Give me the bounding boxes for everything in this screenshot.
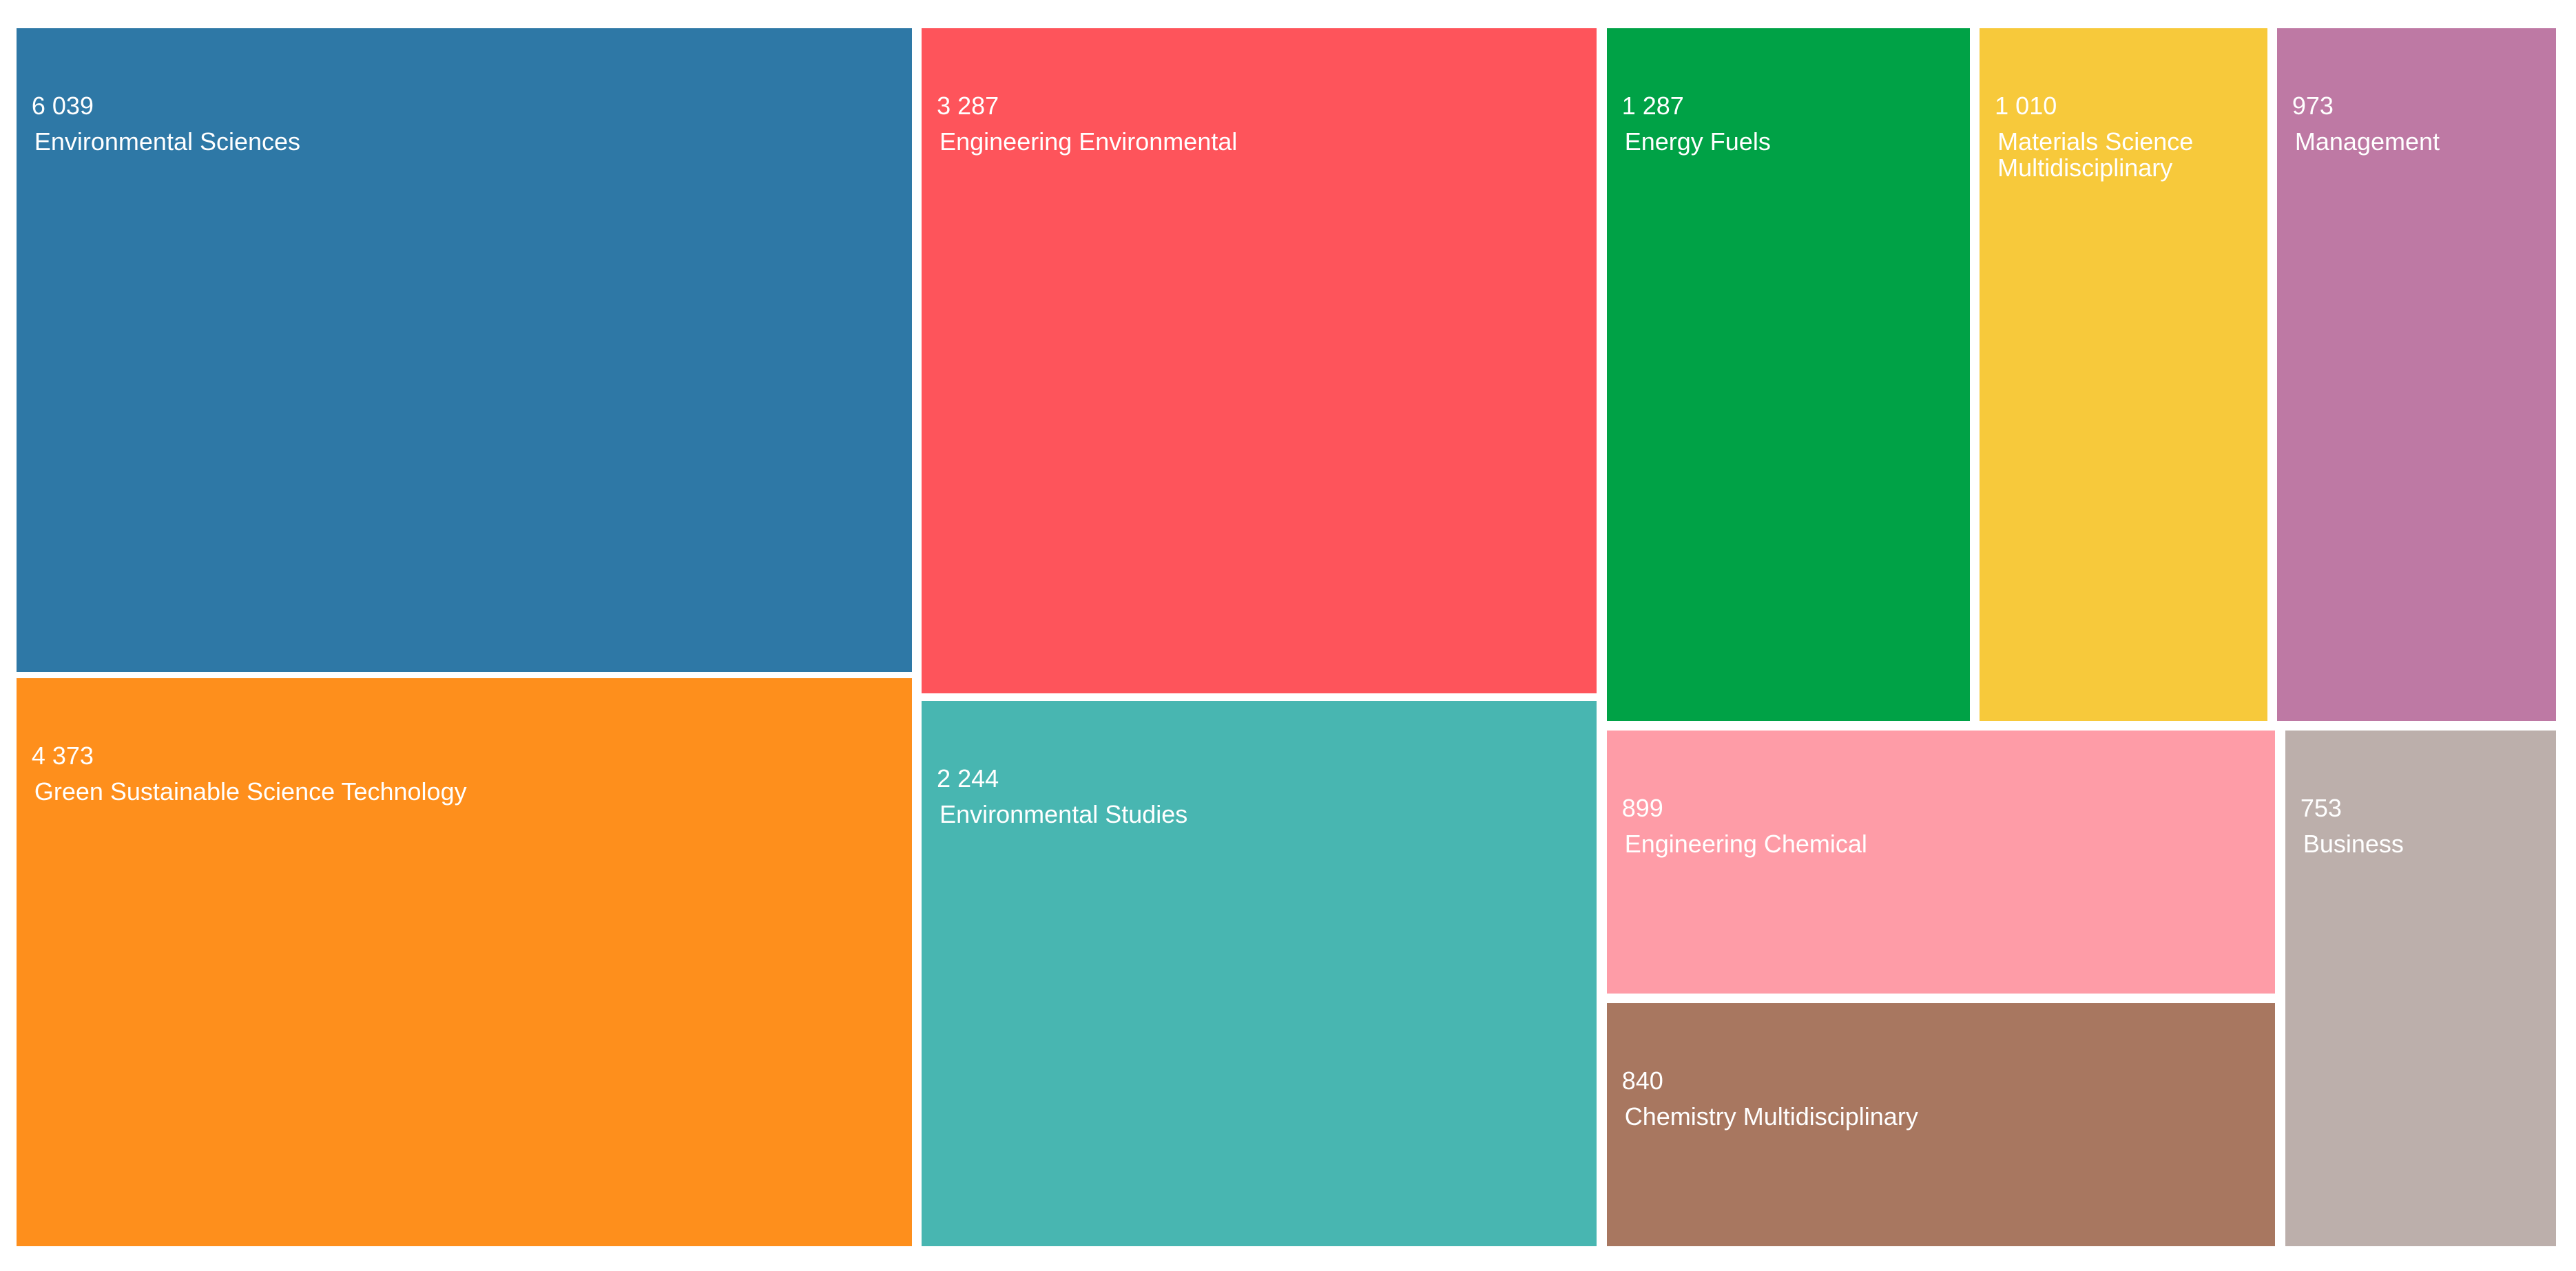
- category-label: Environmental Studies: [939, 800, 1188, 829]
- category-label: Materials Science Multidisciplinary: [1997, 127, 2194, 182]
- value-label: 1 010: [1995, 91, 2057, 120]
- treemap-cell: 2 244 Environmental Studies: [922, 701, 1597, 1247]
- category-label: Engineering Environmental: [939, 127, 1238, 156]
- category-label: Engineering Chemical: [1624, 830, 1867, 859]
- value-label: 753: [2300, 794, 2342, 823]
- category-label: Chemistry Multidisciplinary: [1624, 1102, 1918, 1131]
- treemap-cell: 753 Business: [2285, 731, 2557, 1247]
- treemap-cell: 6 039 Environmental Sciences: [16, 28, 912, 672]
- value-label: 4 373: [31, 742, 94, 770]
- category-label: Business: [2303, 830, 2404, 859]
- treemap-cell: 899 Engineering Chemical: [1606, 731, 2276, 994]
- treemap-cell: 840 Chemistry Multidisciplinary: [1606, 1003, 2276, 1247]
- value-label: 3 287: [937, 91, 999, 120]
- value-label: 973: [2292, 91, 2334, 120]
- value-label: 899: [1621, 794, 1663, 823]
- treemap-cell: 1 287 Energy Fuels: [1606, 28, 1970, 722]
- category-label: Management: [2294, 127, 2440, 156]
- treemap-cell: 3 287 Engineering Environmental: [922, 28, 1597, 693]
- value-label: 6 039: [31, 91, 94, 120]
- value-label: 840: [1621, 1067, 1663, 1095]
- category-label: Environmental Sciences: [34, 127, 301, 156]
- treemap-cell: 1 010 Materials Science Multidisciplinary: [1980, 28, 2267, 722]
- treemap-cell: 973 Management: [2276, 28, 2557, 722]
- category-label: Energy Fuels: [1624, 127, 1771, 156]
- category-label: Green Sustainable Science Technology: [34, 777, 467, 806]
- value-label: 2 244: [937, 764, 999, 793]
- treemap-cell: 4 373 Green Sustainable Science Technolog…: [16, 678, 912, 1247]
- value-label: 1 287: [1621, 91, 1684, 120]
